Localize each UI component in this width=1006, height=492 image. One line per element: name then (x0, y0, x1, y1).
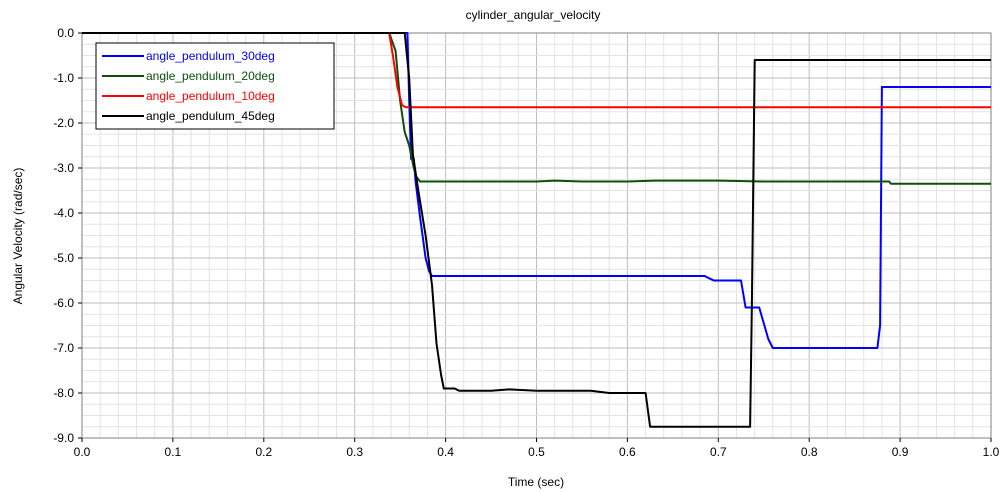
y-tick-label: -6.0 (53, 296, 74, 310)
x-tick-label: 0.6 (619, 445, 636, 459)
x-axis-title: Time (sec) (508, 475, 564, 489)
x-tick-label: 0.2 (255, 445, 272, 459)
x-tick-label: 0.5 (528, 445, 545, 459)
legend-box (95, 42, 335, 130)
series-line-angle_pendulum_10deg (82, 32, 991, 109)
legend-label: angle_pendulum_30deg (146, 49, 275, 63)
series-layer (82, 32, 991, 428)
legend: angle_pendulum_30deg angle_pendulum_20deg… (95, 42, 335, 130)
y-tick-label: 0.0 (57, 26, 74, 40)
x-tick-label: 0.0 (74, 445, 91, 459)
axes: 0.0 0.1 0.2 0.3 0.4 0.5 0.6 0.7 0.8 0.9 1.0 0.0 -1.0… (53, 26, 999, 459)
x-tick-label: 0.8 (801, 445, 818, 459)
y-tick-label: -1.0 (53, 71, 74, 85)
y-tick-label: -8.0 (53, 386, 74, 400)
x-tick-label: 0.9 (892, 445, 909, 459)
x-tick-label: 0.7 (710, 445, 727, 459)
series-line-angle_pendulum_20deg (82, 32, 991, 185)
legend-label: angle_pendulum_20deg (146, 69, 275, 83)
y-axis-title: Angular Velocity (rad/sec) (11, 168, 25, 305)
legend-label: angle_pendulum_10deg (146, 89, 275, 103)
y-tick-label: -9.0 (53, 431, 74, 445)
x-tick-label: 0.4 (437, 445, 454, 459)
x-tick-label: 0.3 (346, 445, 363, 459)
y-tick-label: -5.0 (53, 251, 74, 265)
legend-label: angle_pendulum_45deg (146, 109, 275, 123)
y-tick-label: -2.0 (53, 116, 74, 130)
chart-title: cylinder_angular_velocity (466, 8, 601, 22)
y-tick-label: -4.0 (53, 206, 74, 220)
y-tick-label: -3.0 (53, 161, 74, 175)
x-tick-label: 0.1 (165, 445, 182, 459)
x-tick-label: 1.0 (983, 445, 1000, 459)
y-tick-label: -7.0 (53, 341, 74, 355)
series-line-angle_pendulum_45deg (82, 32, 991, 428)
